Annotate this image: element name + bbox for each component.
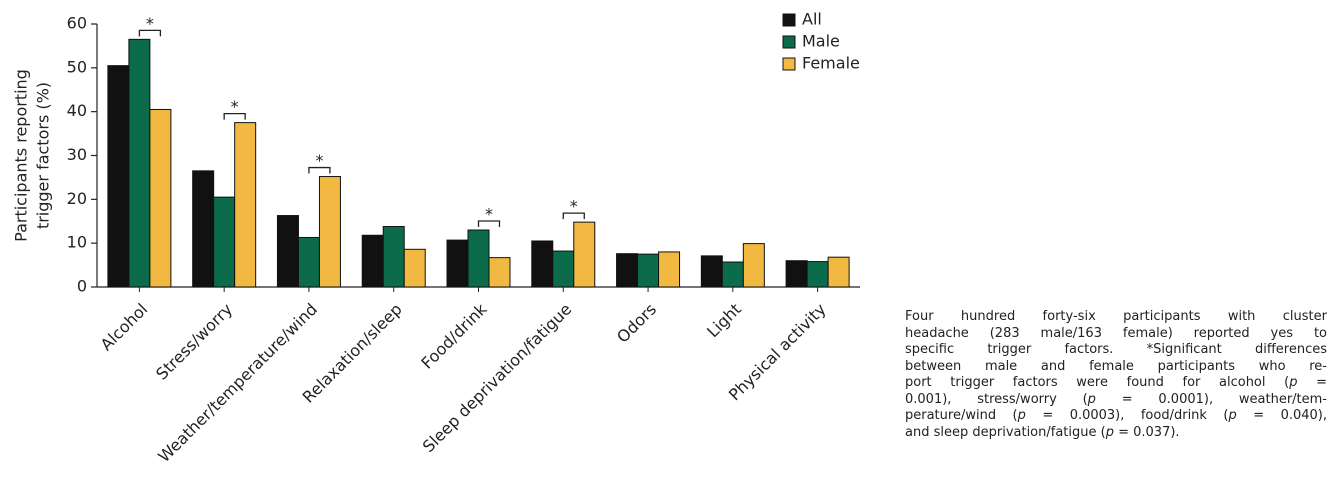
caption-text: p	[1228, 408, 1237, 423]
bar	[616, 253, 639, 288]
x-tick-label: Weather/temperature/wind	[154, 300, 321, 467]
y-tick-label: 30	[67, 145, 87, 164]
bar	[721, 261, 744, 288]
significance-bracket	[562, 212, 585, 220]
bar	[128, 38, 151, 288]
significance-label: *	[485, 205, 493, 224]
y-axis-label: trigger factors (%)	[34, 82, 53, 229]
bar	[785, 260, 808, 288]
bar	[531, 240, 554, 288]
y-tick-label: 40	[67, 101, 87, 120]
x-tick-label: Food/drink	[417, 299, 491, 373]
x-tick-label: Alcohol	[97, 300, 152, 355]
y-tick-label: 50	[67, 57, 87, 76]
x-tick-label: Light	[703, 300, 745, 342]
significance-label: *	[231, 97, 239, 116]
caption-line: between male and female participants who…	[905, 359, 1327, 376]
caption-line: headache (283 male/163 female) reported …	[905, 326, 1327, 343]
caption-line: specific trigger factors. *Significant d…	[905, 342, 1327, 359]
significance-label: *	[570, 197, 578, 216]
bar	[637, 253, 660, 288]
bar	[213, 196, 236, 288]
y-axis-label: Participants reporting	[12, 69, 31, 242]
caption-text: =	[1297, 375, 1327, 390]
bar	[382, 226, 405, 288]
bar	[149, 108, 172, 288]
x-tick-label: Stress/worry	[152, 300, 236, 384]
caption: Four hundred forty-six participants with…	[905, 309, 1327, 441]
caption-text: p	[1289, 375, 1298, 390]
caption-text: specific trigger factors. *Significant d…	[905, 342, 1327, 357]
caption-text: = 0.0001), weather/tem-	[1095, 391, 1327, 407]
caption-line: Four hundred forty-six participants with…	[905, 309, 1327, 326]
bar	[806, 261, 829, 288]
bar	[403, 248, 426, 288]
chart: 0 10 20 30 40 50 60 Participants reporting trigg…	[12, 10, 860, 467]
caption-text: and sleep deprivation/fatigue (	[905, 424, 1106, 440]
y-tick-label: 20	[67, 189, 87, 208]
caption-text: p	[1087, 391, 1096, 407]
legend-swatch	[782, 13, 796, 27]
legend-swatch	[782, 57, 796, 71]
bar	[700, 255, 723, 288]
bar	[573, 221, 596, 288]
bar	[361, 234, 384, 288]
caption-text: p	[1017, 408, 1026, 423]
x-tick-label: Sleep deprivation/fatigue	[419, 300, 576, 457]
caption-text: = 0.0003), food/drink (	[1025, 408, 1229, 423]
caption-text: = 0.040),	[1236, 408, 1327, 423]
legend-label: Female	[802, 54, 860, 73]
y-tick-label: 60	[67, 14, 87, 33]
caption-text: Four hundred forty-six participants with…	[905, 309, 1327, 324]
x-tick-label: Odors	[613, 300, 660, 347]
caption-line: perature/wind (p = 0.0003), food/drink (…	[905, 408, 1327, 425]
bar	[107, 65, 130, 288]
y-tick-label: 0	[77, 277, 87, 296]
legend-label: All	[802, 10, 822, 29]
significance-bracket	[308, 166, 331, 174]
significance-bracket	[138, 29, 162, 37]
caption-text: = 0.037).	[1113, 424, 1180, 440]
significance-label: *	[146, 14, 154, 33]
legend-label: Male	[802, 32, 840, 51]
caption-text: perature/wind (	[905, 408, 1018, 423]
bar	[552, 250, 575, 288]
caption-line: 0.001), stress/worry (p = 0.0001), weath…	[905, 392, 1327, 409]
bar	[467, 229, 490, 288]
caption-text: p	[1105, 424, 1114, 440]
bar	[234, 122, 257, 288]
bar	[276, 215, 299, 288]
caption-text: port trigger factors were found for alco…	[905, 375, 1290, 390]
caption-text: between male and female participants who…	[905, 358, 1327, 374]
caption-line: port trigger factors were found for alco…	[905, 375, 1327, 392]
bar	[488, 257, 511, 288]
bar	[446, 239, 469, 288]
bar	[297, 236, 320, 288]
bar	[192, 170, 215, 288]
significance-bracket	[477, 220, 501, 228]
caption-line: and sleep deprivation/fatigue (p = 0.037…	[905, 425, 1327, 442]
y-tick-label: 10	[67, 233, 87, 252]
legend-swatch	[782, 35, 796, 49]
bar	[318, 176, 341, 288]
significance-label: *	[315, 151, 323, 170]
bar	[658, 251, 681, 288]
bar	[827, 256, 850, 288]
bar	[742, 243, 765, 288]
significance-bracket	[223, 112, 246, 120]
caption-text: 0.001), stress/worry (	[905, 391, 1088, 407]
caption-text: headache (283 male/163 female) reported …	[905, 325, 1327, 341]
